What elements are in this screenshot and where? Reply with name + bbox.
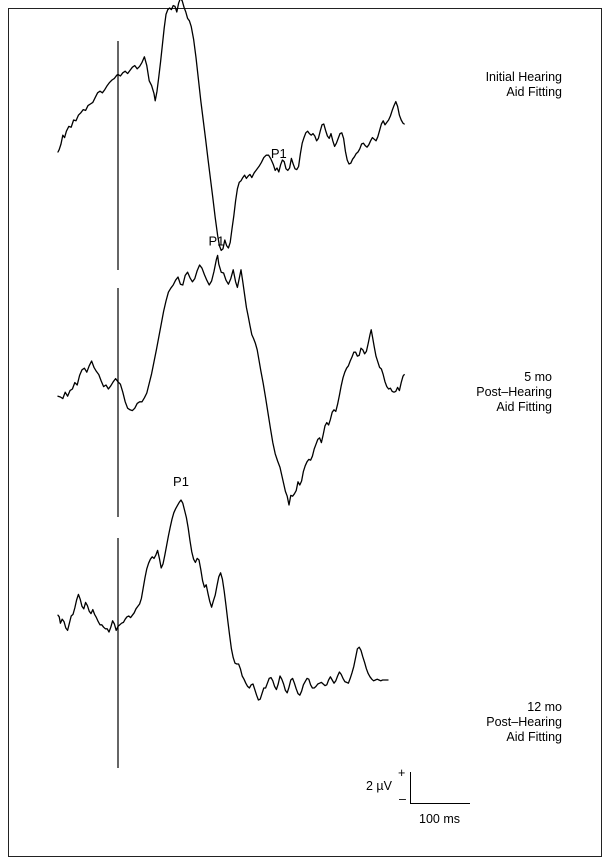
condition-label-initial: Initial Hearing Aid Fitting — [422, 70, 562, 100]
condition-label-12mo-line-1: 12 mo — [527, 700, 562, 714]
scale-bar-time-label: 100 ms — [419, 812, 460, 826]
condition-label-initial-line-1: Initial Hearing — [485, 70, 562, 84]
peak-label-5mo: P1 — [208, 233, 224, 248]
condition-label-5mo-line-1: 5 mo — [524, 370, 552, 384]
waveform-5mo — [57, 254, 405, 506]
waveform-12mo — [57, 499, 389, 701]
condition-label-5mo-line-2: Post–Hearing — [476, 385, 552, 399]
scale-bar-plus: + — [398, 766, 406, 780]
scale-bar-vertical — [410, 772, 412, 804]
scale-bar-minus: – — [399, 792, 406, 806]
condition-label-12mo-line-2: Post–Hearing — [486, 715, 562, 729]
condition-label-5mo: 5 mo Post–Hearing Aid Fitting — [412, 370, 552, 415]
condition-label-5mo-line-3: Aid Fitting — [496, 400, 552, 414]
peak-label-initial: P1 — [271, 146, 287, 161]
peak-label-12mo: P1 — [173, 474, 189, 489]
condition-label-12mo: 12 mo Post–Hearing Aid Fitting — [422, 700, 562, 745]
condition-label-initial-line-2: Aid Fitting — [506, 85, 562, 99]
condition-label-12mo-line-3: Aid Fitting — [506, 730, 562, 744]
scale-bar-horizontal — [410, 803, 470, 805]
scale-bar-amplitude-label: 2 µV — [366, 779, 392, 793]
waveform-initial — [57, 0, 405, 252]
figure-frame — [8, 8, 602, 857]
